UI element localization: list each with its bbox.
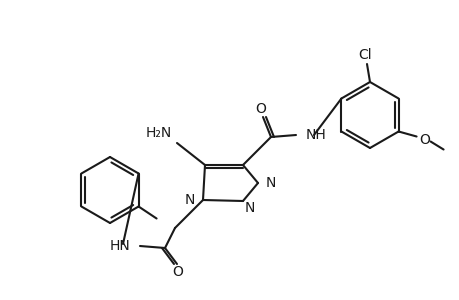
Text: O: O bbox=[172, 265, 183, 279]
Text: N: N bbox=[245, 201, 255, 215]
Text: O: O bbox=[418, 133, 429, 146]
Text: N: N bbox=[184, 193, 195, 207]
Text: NH: NH bbox=[305, 128, 326, 142]
Text: O: O bbox=[255, 102, 266, 116]
Text: HN: HN bbox=[109, 239, 130, 253]
Text: N: N bbox=[265, 176, 276, 190]
Text: H₂N: H₂N bbox=[146, 126, 172, 140]
Text: Cl: Cl bbox=[358, 48, 371, 62]
